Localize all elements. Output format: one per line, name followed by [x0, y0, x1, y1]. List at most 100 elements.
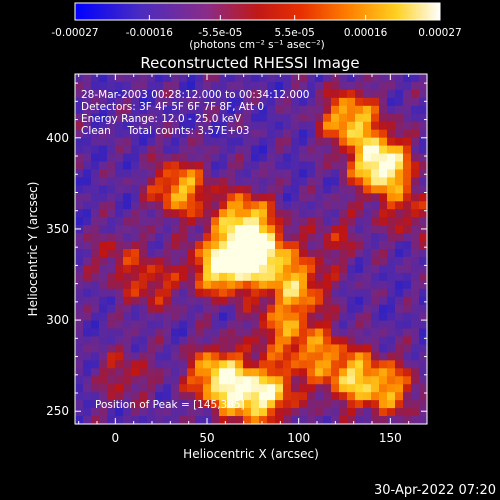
heatmap-cell [251, 249, 260, 258]
heatmap-cell [339, 272, 348, 282]
heatmap-cell [339, 89, 348, 99]
heatmap-cell [155, 145, 164, 155]
heatmap-cell [371, 352, 380, 361]
heatmap-cell [259, 256, 268, 266]
heatmap-cell [339, 81, 348, 91]
heatmap-cell [379, 280, 388, 290]
heatmap-cell [251, 161, 260, 171]
heatmap-cell [419, 81, 428, 91]
heatmap-cell [307, 288, 316, 298]
colorbar-tick-label: -0.00027 [51, 27, 98, 39]
heatmap-cell [163, 185, 172, 194]
heatmap-cell [211, 408, 220, 417]
heatmap-cell [307, 352, 316, 361]
heatmap-cell [299, 145, 308, 155]
heatmap-cell [187, 137, 196, 147]
heatmap-cell [339, 352, 348, 361]
heatmap-cell [299, 384, 308, 393]
heatmap-cell [355, 161, 364, 171]
heatmap-cell [411, 392, 420, 401]
heatmap-cell [155, 97, 164, 107]
heatmap-cell [275, 161, 284, 171]
heatmap-cell [323, 288, 332, 298]
heatmap-cell [243, 392, 252, 401]
heatmap-cell [259, 280, 268, 290]
heatmap-cell [163, 296, 172, 306]
heatmap-cell [403, 233, 412, 242]
heatmap-cell [275, 113, 284, 123]
heatmap-cell [259, 416, 268, 425]
heatmap-cell [315, 113, 324, 123]
heatmap-cell [123, 320, 132, 330]
heatmap-cell [323, 392, 332, 401]
heatmap-cell [139, 312, 148, 322]
heatmap-cell [267, 97, 276, 107]
heatmap-cell [299, 360, 308, 369]
heatmap-cell [115, 105, 124, 115]
heatmap-cell [307, 360, 316, 369]
heatmap-cell [203, 256, 212, 266]
heatmap-cell [75, 137, 84, 147]
heatmap-cell [387, 344, 396, 353]
heatmap-cell [99, 344, 108, 353]
heatmap-cell [411, 105, 420, 115]
heatmap-cell [291, 304, 300, 314]
heatmap-cell [147, 400, 156, 409]
heatmap-cell [211, 320, 220, 330]
heatmap-cell [395, 272, 404, 282]
heatmap-cell [379, 376, 388, 385]
heatmap-cell [267, 384, 276, 393]
heatmap-cell [315, 137, 324, 147]
heatmap-cell [123, 137, 132, 147]
heatmap-cell [163, 320, 172, 330]
heatmap-cell [163, 105, 172, 115]
heatmap-cell [91, 392, 100, 401]
heatmap-cell [419, 145, 428, 155]
heatmap-cell [171, 264, 180, 274]
heatmap-cell [123, 97, 132, 107]
heatmap-cell [179, 145, 188, 155]
heatmap-cell [107, 264, 116, 274]
heatmap-cell [371, 296, 380, 306]
heatmap-cell [275, 416, 284, 425]
heatmap-cell [251, 320, 260, 330]
heatmap-cell [187, 74, 196, 83]
heatmap-cell [267, 296, 276, 306]
heatmap-cell [243, 288, 252, 298]
heatmap-cell [371, 121, 380, 131]
heatmap-cell [155, 177, 164, 186]
heatmap-cell [187, 121, 196, 131]
heatmap-cell [243, 201, 252, 210]
heatmap-cell [387, 408, 396, 417]
heatmap-cell [139, 105, 148, 115]
heatmap-cell [379, 312, 388, 322]
heatmap-cell [315, 416, 324, 425]
heatmap-cell [403, 209, 412, 218]
heatmap-cell [379, 137, 388, 147]
heatmap-cell [155, 408, 164, 417]
heatmap-cell [155, 368, 164, 377]
heatmap-cell [395, 233, 404, 242]
heatmap-cell [275, 233, 284, 242]
heatmap-cell [291, 209, 300, 218]
heatmap-cell [275, 193, 284, 202]
heatmap-cell [219, 105, 228, 115]
heatmap-cell [83, 209, 92, 218]
heatmap-cell [99, 105, 108, 115]
heatmap-cell [371, 376, 380, 385]
heatmap-cell [211, 185, 220, 194]
heatmap-cell [99, 408, 108, 417]
heatmap-cell [227, 169, 236, 178]
heatmap-cell [123, 376, 132, 385]
chart-title: Reconstructed RHESSI Image [140, 54, 359, 72]
heatmap-cell [419, 249, 428, 258]
heatmap-cell [219, 336, 228, 346]
heatmap-cell [115, 352, 124, 361]
heatmap-cell [379, 249, 388, 258]
heatmap-cell [123, 296, 132, 306]
heatmap-cell [323, 209, 332, 218]
heatmap-cell [371, 233, 380, 242]
heatmap-cell [291, 161, 300, 171]
heatmap-cell [187, 89, 196, 99]
heatmap-cell [187, 177, 196, 186]
